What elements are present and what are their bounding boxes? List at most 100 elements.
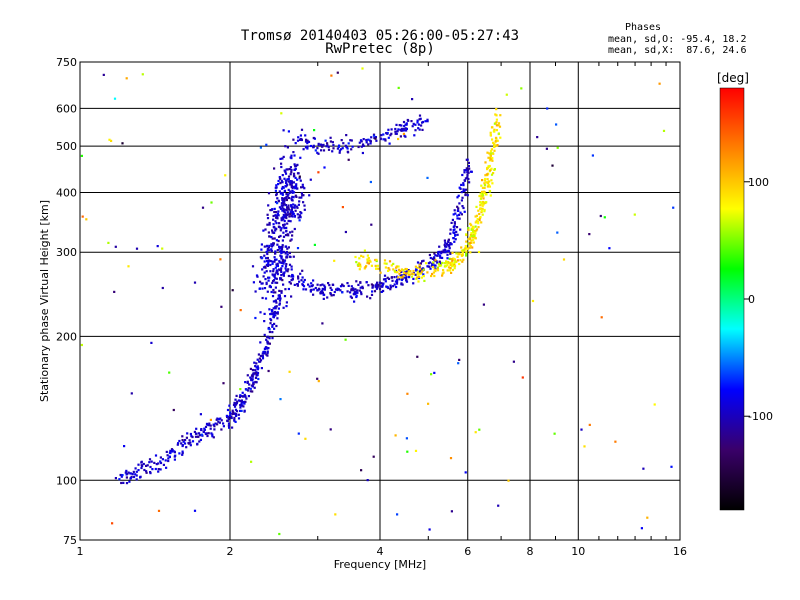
noise-point [80, 154, 83, 157]
data-point [281, 279, 284, 282]
data-point [317, 152, 320, 155]
data-point [438, 245, 441, 248]
noise-point [497, 504, 500, 507]
data-point [294, 176, 297, 179]
data-point [337, 288, 340, 291]
noise-point [333, 259, 336, 262]
noise-point [406, 450, 409, 453]
data-point [266, 260, 269, 263]
y-tick-label: 200 [56, 330, 77, 343]
data-point [470, 234, 473, 237]
data-point [220, 419, 223, 422]
data-point [491, 157, 494, 160]
data-point [395, 285, 398, 289]
data-point [373, 290, 377, 293]
data-point [484, 161, 487, 164]
data-point [460, 213, 463, 216]
data-point [461, 205, 464, 208]
data-point [473, 230, 477, 233]
data-point [395, 123, 398, 126]
data-point [448, 245, 451, 248]
data-point [278, 190, 281, 193]
data-point [302, 285, 306, 288]
data-point [444, 245, 447, 248]
data-point [290, 268, 293, 271]
data-point [270, 290, 273, 294]
data-point [209, 424, 212, 427]
data-point [345, 134, 348, 137]
noise-point [642, 467, 645, 470]
data-point [274, 227, 277, 230]
data-point [293, 163, 296, 166]
data-point [249, 390, 252, 393]
data-point [207, 423, 211, 427]
data-point [326, 296, 329, 299]
data-point [404, 135, 407, 138]
noise-point [156, 245, 159, 248]
data-point [384, 266, 387, 269]
data-point [462, 249, 465, 252]
data-point [134, 473, 137, 476]
data-point [300, 138, 303, 141]
data-point [289, 282, 292, 285]
data-point [264, 228, 267, 231]
data-point [465, 167, 468, 170]
data-point [286, 270, 289, 273]
data-point [393, 276, 396, 279]
data-point [270, 236, 273, 239]
data-point [216, 423, 219, 426]
data-point [403, 125, 406, 128]
data-point [465, 240, 468, 243]
data-point [274, 252, 277, 255]
data-point [321, 287, 324, 290]
data-point [446, 269, 449, 272]
noise-point [265, 143, 268, 146]
data-point [297, 136, 300, 139]
data-point [465, 254, 468, 257]
noise-point [614, 440, 617, 443]
noise-point [599, 214, 602, 218]
data-point [303, 187, 306, 190]
data-point [275, 264, 279, 267]
data-point [292, 212, 295, 215]
data-point [278, 299, 282, 302]
data-point [375, 267, 378, 270]
data-point [460, 191, 463, 194]
data-point [329, 292, 332, 296]
data-point [437, 250, 440, 254]
data-point [362, 144, 365, 147]
data-point [446, 263, 449, 266]
data-point [414, 269, 418, 272]
data-point [233, 419, 236, 422]
data-point [495, 124, 498, 127]
noise-point [123, 445, 126, 448]
data-point [478, 219, 481, 222]
phase-stats-x: mean, sd,X: 87.6, 24.6 [608, 45, 746, 56]
data-point [277, 179, 280, 183]
data-point [467, 171, 470, 174]
data-point [332, 147, 335, 150]
noise-point [313, 243, 316, 246]
data-point [366, 261, 369, 264]
data-point [376, 285, 379, 288]
data-point [302, 280, 305, 283]
data-point [269, 313, 272, 316]
data-point [159, 456, 162, 459]
data-point [379, 285, 382, 288]
data-point [453, 225, 456, 228]
data-point [378, 287, 382, 291]
data-point [266, 352, 269, 355]
data-point [283, 198, 286, 202]
data-point [227, 416, 230, 419]
noise-point [334, 513, 337, 516]
data-point [254, 365, 257, 368]
data-point [280, 179, 283, 182]
noise-point [280, 112, 283, 115]
data-point [460, 249, 463, 252]
data-point [292, 196, 295, 199]
data-point [273, 327, 276, 330]
data-point [443, 243, 446, 246]
data-point [289, 166, 292, 169]
data-point [280, 257, 283, 260]
data-point [277, 200, 280, 203]
